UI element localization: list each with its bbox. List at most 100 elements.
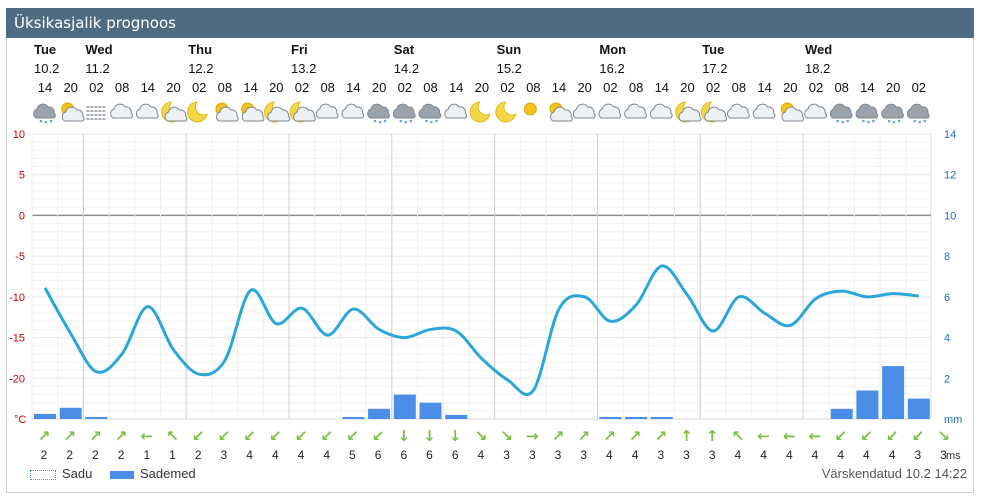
hour-label: 14 xyxy=(860,80,875,95)
hour-label: 02 xyxy=(705,80,721,95)
wind-direction-icon: ↗ xyxy=(89,427,102,445)
hour-label: 02 xyxy=(500,80,515,95)
wind-direction-icon: ↙ xyxy=(886,427,899,445)
cloud-icon xyxy=(444,103,467,119)
wind-speed: 3 xyxy=(555,448,562,462)
hour-label: 08 xyxy=(423,80,438,95)
cloud-icon xyxy=(649,103,673,119)
wind-direction-icon: ↑ xyxy=(680,427,693,445)
precip-bar xyxy=(830,408,853,419)
snow-cloud-icon xyxy=(367,103,390,124)
dotted-bar-swatch xyxy=(30,469,56,480)
wind-speed: 4 xyxy=(863,448,870,462)
day-name: Sun xyxy=(496,42,522,57)
moon-icon xyxy=(495,101,517,123)
wind-direction-icon: ↙ xyxy=(860,427,873,445)
updated-timestamp: Värskendatud 10.2 14:22 xyxy=(821,466,967,481)
day-date: 18.2 xyxy=(805,61,831,76)
legend-rain: Sadu xyxy=(30,466,92,481)
right-tick-label: 10 xyxy=(944,210,956,222)
wind-speed: 5 xyxy=(349,448,356,462)
wind-speed: 6 xyxy=(400,448,407,462)
solid-bar-swatch xyxy=(110,470,134,479)
day-name: Tue xyxy=(702,42,725,57)
snow-cloud-icon xyxy=(392,103,416,124)
wind-speed: 4 xyxy=(246,448,253,462)
hour-label: 14 xyxy=(757,80,772,95)
hour-label: 20 xyxy=(577,80,592,95)
wind-speed: 3 xyxy=(529,448,536,462)
sun-cloud-icon xyxy=(215,102,239,122)
hour-label: 20 xyxy=(680,80,695,95)
snow-cloud-icon xyxy=(855,103,879,124)
wind-direction-icon: ↗ xyxy=(552,427,565,445)
right-tick-label: 6 xyxy=(944,292,950,304)
precip-unit-label: mm xyxy=(944,414,962,426)
right-tick-label: 4 xyxy=(944,333,950,345)
hour-label: 08 xyxy=(114,80,130,95)
left-tick-label: -20 xyxy=(9,373,25,385)
wind-direction-icon: ↘ xyxy=(500,427,513,445)
hour-label: 20 xyxy=(783,80,798,95)
precip-bar xyxy=(882,366,905,419)
cloud-icon xyxy=(110,103,133,119)
wind-speed: 4 xyxy=(323,448,330,462)
cloud-icon xyxy=(752,103,776,119)
wind-direction-icon: ↗ xyxy=(115,427,128,445)
hour-label: 14 xyxy=(140,80,156,95)
wind-speed: 3 xyxy=(683,448,690,462)
wind-speed: 4 xyxy=(272,448,279,462)
hour-label: 20 xyxy=(474,80,490,95)
wind-direction-icon: ↙ xyxy=(834,427,847,445)
sun-cloud-icon xyxy=(549,102,573,122)
hour-label: 08 xyxy=(217,80,233,95)
cloud-icon xyxy=(598,103,622,119)
wind-direction-icon: ↙ xyxy=(912,427,925,445)
left-tick-label: 5 xyxy=(19,170,25,182)
precip-bar xyxy=(445,414,468,419)
wind-speed: 3 xyxy=(657,448,664,462)
wind-direction-icon: ↓ xyxy=(398,427,411,445)
hour-label: 08 xyxy=(731,80,747,95)
wind-speed: 4 xyxy=(786,448,793,462)
hour-label: 14 xyxy=(654,80,670,95)
day-name: Fri xyxy=(291,42,308,57)
cloud-icon xyxy=(572,103,596,119)
precip-bar xyxy=(650,416,673,419)
plot-area xyxy=(31,133,932,420)
wind-speed: 4 xyxy=(760,448,767,462)
day-date: 16.2 xyxy=(599,61,625,76)
hour-label: 02 xyxy=(397,80,413,95)
wind-direction-icon: ← xyxy=(783,427,796,445)
day-name: Thu xyxy=(188,42,213,57)
snow-cloud-icon xyxy=(881,103,904,124)
day-date: 17.2 xyxy=(702,61,728,76)
wind-direction-icon: ↓ xyxy=(449,427,462,445)
hour-label: 02 xyxy=(808,80,824,95)
moon-cloud-icon xyxy=(675,101,702,123)
snow-cloud-icon xyxy=(33,103,56,124)
left-tick-label: -15 xyxy=(9,333,25,345)
wind-direction-icon: ↙ xyxy=(346,427,359,445)
hour-label: 20 xyxy=(166,80,181,95)
wind-direction-icon: ↙ xyxy=(192,427,205,445)
hour-label: 20 xyxy=(371,80,387,95)
hour-label: 20 xyxy=(63,80,78,95)
wind-speed: 4 xyxy=(606,448,613,462)
cloud-icon xyxy=(804,103,827,119)
wind-unit-label: ms xyxy=(946,450,961,462)
hour-label: 02 xyxy=(294,80,310,95)
hour-label: 08 xyxy=(834,80,849,95)
wind-direction-icon: ↙ xyxy=(295,427,308,445)
cloud-icon xyxy=(727,103,750,119)
wind-direction-icon: ↙ xyxy=(372,427,385,445)
cloud-icon xyxy=(341,103,365,119)
cloud-icon xyxy=(315,103,339,119)
hour-label: 14 xyxy=(37,80,53,95)
right-tick-label: 8 xyxy=(944,251,950,263)
hour-label: 02 xyxy=(911,80,927,95)
left-tick-label: 0 xyxy=(19,210,25,222)
wind-direction-icon: ↓ xyxy=(423,427,436,445)
legend-precip: Sademed xyxy=(110,466,196,481)
